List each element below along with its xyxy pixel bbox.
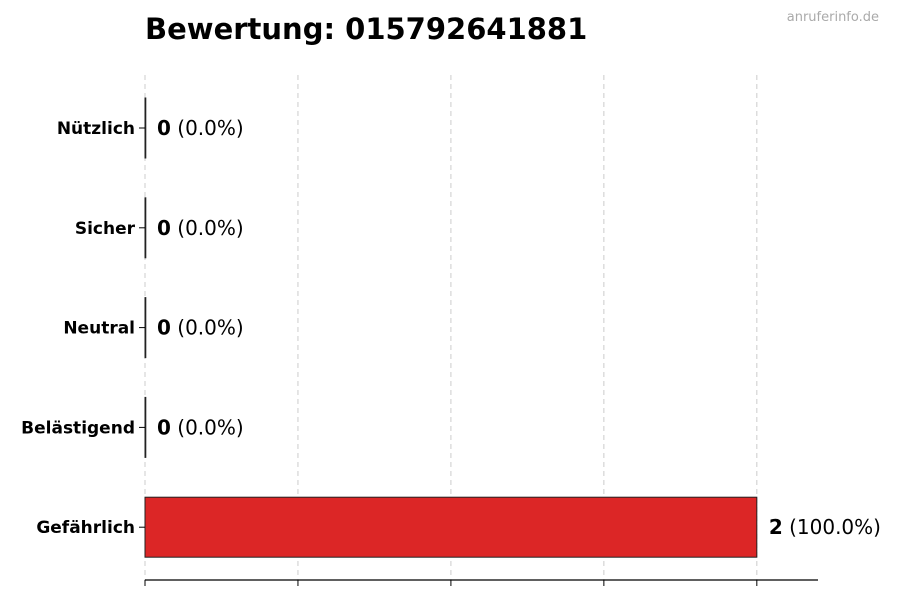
- category-label: Sicher: [75, 219, 136, 239]
- bar: [144, 97, 147, 159]
- value-label: 0 (0.0%): [157, 415, 244, 439]
- bar: [144, 197, 147, 259]
- value-count: 2: [769, 515, 783, 539]
- bar: [144, 396, 147, 458]
- category-label: Neutral: [63, 319, 135, 339]
- category-label: Gefährlich: [36, 518, 135, 538]
- value-label: 0 (0.0%): [157, 216, 244, 240]
- value-percent: (0.0%): [171, 415, 244, 439]
- category-label: Belästigend: [21, 418, 135, 438]
- watermark: anruferinfo.de: [786, 10, 879, 25]
- value-count: 0: [157, 316, 171, 340]
- value-label: 2 (100.0%): [769, 515, 881, 539]
- value-count: 0: [157, 415, 171, 439]
- value-percent: (0.0%): [171, 216, 244, 240]
- chart-title: Bewertung: 015792641881: [145, 12, 588, 46]
- value-count: 0: [157, 116, 171, 140]
- value-percent: (100.0%): [783, 515, 881, 539]
- value-label: 0 (0.0%): [157, 316, 244, 340]
- value-count: 0: [157, 216, 171, 240]
- bar: [144, 297, 147, 359]
- value-label: 0 (0.0%): [157, 116, 244, 140]
- value-percent: (0.0%): [171, 116, 244, 140]
- bar: [144, 496, 758, 558]
- value-percent: (0.0%): [171, 316, 244, 340]
- category-label: Nützlich: [57, 119, 135, 139]
